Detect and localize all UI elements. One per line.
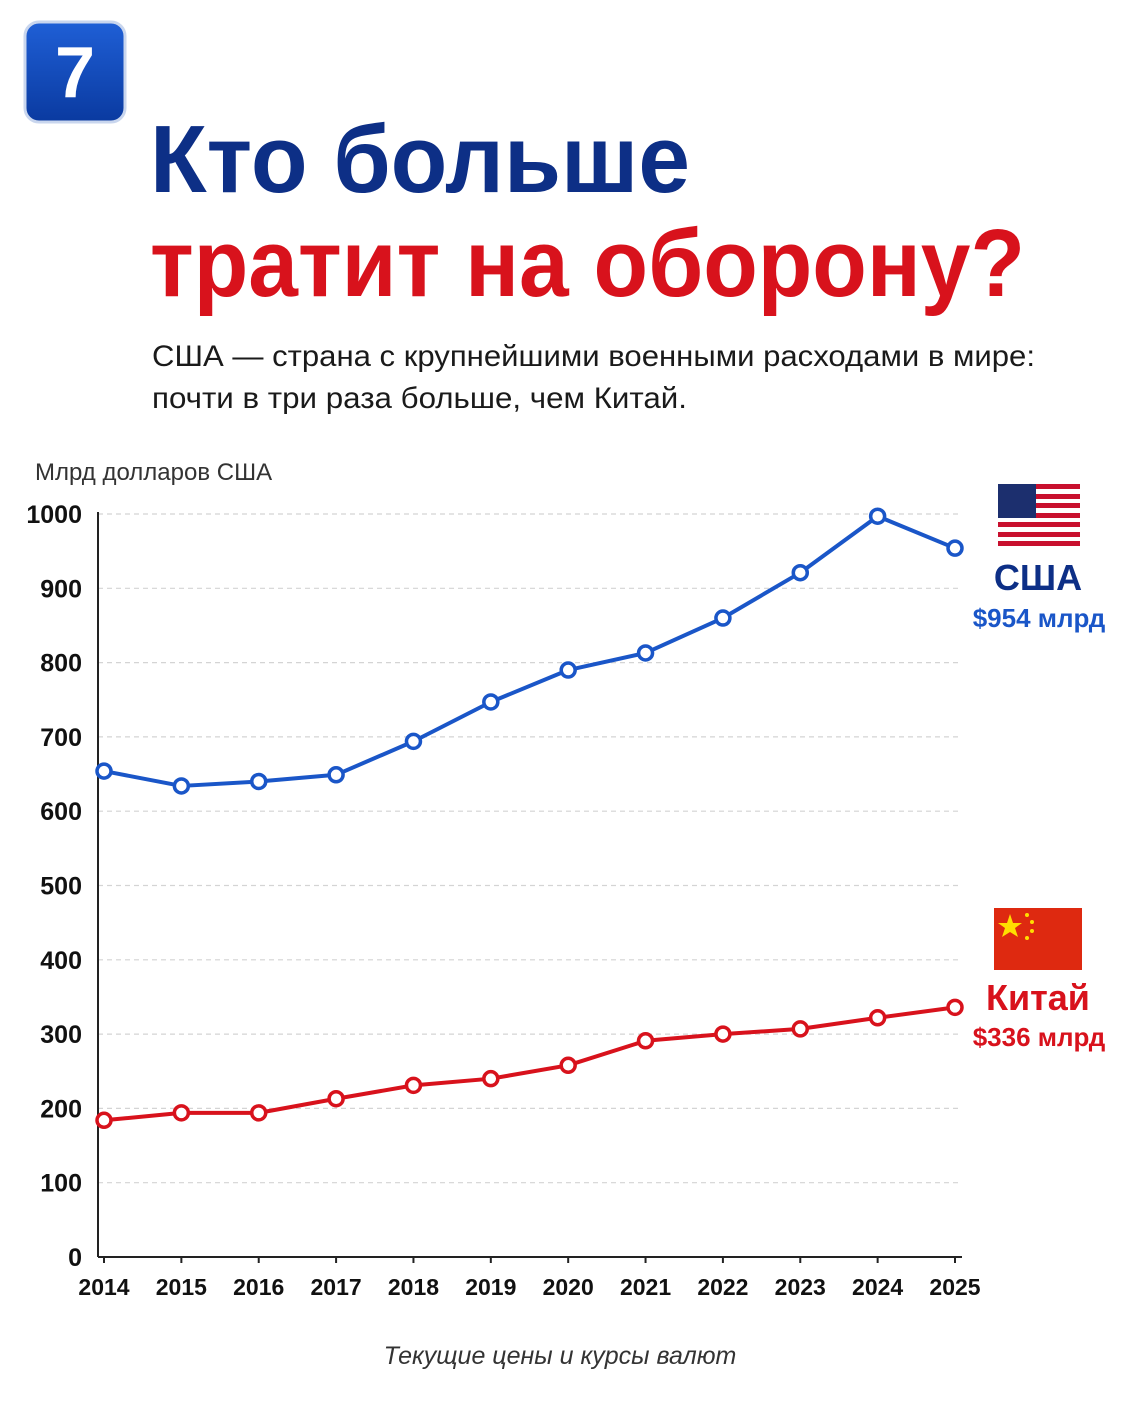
data-point	[404, 732, 423, 751]
y-tick-label: 0	[68, 1244, 82, 1272]
x-tick-label: 2019	[465, 1274, 516, 1300]
us-flag	[998, 484, 1080, 546]
y-tick-label: 800	[40, 650, 82, 678]
data-point	[791, 1020, 810, 1038]
x-tick-label: 2018	[388, 1274, 439, 1300]
data-point	[172, 1104, 191, 1122]
data-point	[482, 1069, 500, 1088]
subtitle-line: почти в три раза больше, чем Китай.	[152, 382, 687, 415]
x-tick-label: 2022	[697, 1274, 748, 1300]
legend-label: Китай	[986, 977, 1090, 1018]
x-tick-label: 2014	[78, 1274, 129, 1300]
data-point	[559, 1056, 577, 1075]
data-point	[327, 1089, 345, 1108]
value-label: $954 млрд	[973, 603, 1106, 633]
y-tick-label: 500	[40, 873, 82, 901]
data-point	[95, 1111, 113, 1130]
data-point	[868, 1009, 887, 1027]
x-tick-label: 2017	[311, 1274, 362, 1300]
title-line: тратит на оборону?	[150, 210, 1025, 317]
x-tick-label: 2025	[929, 1274, 980, 1300]
x-tick-label: 2024	[852, 1274, 903, 1300]
x-tick-label: 2015	[156, 1274, 207, 1300]
subtitle-line: США — страна с крупнейшими военными расх…	[152, 340, 1035, 373]
y-tick-label: 300	[40, 1021, 82, 1049]
x-tick-label: 2023	[775, 1274, 826, 1300]
data-point	[868, 507, 887, 525]
data-point	[714, 609, 732, 627]
data-point	[327, 766, 345, 784]
data-point	[714, 1025, 732, 1043]
legend-label: США	[994, 557, 1082, 598]
y-tick-label: 600	[40, 798, 82, 826]
y-tick-label: 900	[40, 575, 82, 603]
data-point	[946, 998, 964, 1017]
data-point	[95, 762, 113, 780]
data-point	[559, 661, 577, 679]
data-point	[636, 1032, 655, 1050]
series-line	[103, 514, 956, 788]
data-point	[482, 693, 500, 711]
badge	[23, 20, 127, 124]
y-tick-label: 200	[40, 1095, 82, 1123]
data-point	[172, 777, 191, 795]
data-point	[249, 772, 268, 791]
data-point	[791, 563, 810, 582]
title-line: Кто больше	[150, 106, 690, 213]
y-tick-label: 1000	[26, 501, 82, 529]
y-tick-label: 400	[40, 947, 82, 975]
china-flag	[994, 908, 1082, 970]
data-point	[249, 1104, 268, 1122]
footnote: Текущие цены и курсы валют	[384, 1342, 737, 1370]
y-tick-label: 700	[40, 724, 82, 752]
badge-number: 7	[55, 33, 95, 113]
y-tick-label: 100	[40, 1170, 82, 1198]
y-axis-label: Млрд долларов США	[35, 459, 272, 486]
x-tick-label: 2016	[233, 1274, 284, 1300]
value-label: $336 млрд	[973, 1022, 1106, 1052]
x-tick-label: 2020	[543, 1274, 594, 1300]
series-line	[103, 1005, 956, 1123]
x-tick-label: 2021	[620, 1274, 671, 1300]
data-point	[636, 644, 655, 662]
data-point	[404, 1076, 423, 1095]
data-point	[946, 539, 964, 557]
